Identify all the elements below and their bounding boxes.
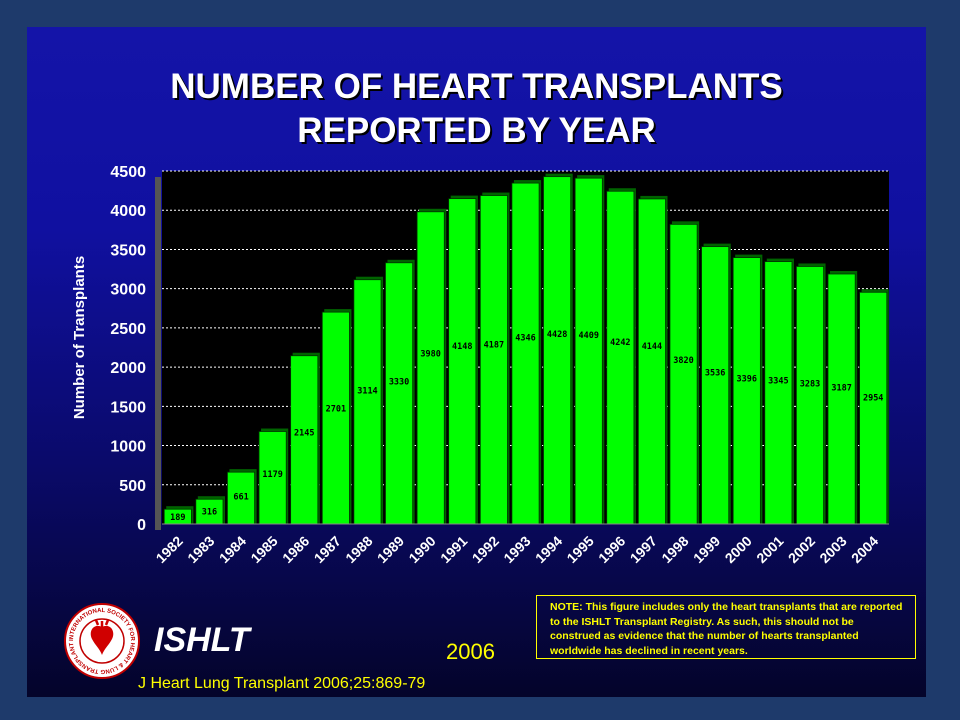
bar — [258, 431, 287, 525]
x-tick-label: 1995 — [563, 533, 596, 566]
data-label: 3396 — [737, 374, 757, 384]
y-tick-label: 3500 — [110, 242, 146, 259]
data-label: 4242 — [610, 338, 630, 348]
data-label: 4187 — [484, 340, 504, 350]
x-tick-label: 1984 — [216, 533, 249, 566]
bar — [385, 262, 414, 525]
y-tick-label: 2000 — [110, 360, 146, 377]
x-tick-label: 1996 — [595, 533, 628, 566]
data-label: 3187 — [831, 383, 851, 393]
x-tick-label: 1987 — [311, 533, 344, 566]
y-tick-label: 2500 — [110, 321, 146, 338]
bar — [448, 198, 477, 525]
x-tick-label: 2002 — [785, 533, 818, 566]
bar — [732, 257, 761, 525]
title-line-1: NUMBER OF HEART TRANSPLANTS — [170, 67, 783, 106]
data-label: 4144 — [642, 342, 662, 352]
data-label: 661 — [233, 492, 248, 502]
bar — [574, 177, 603, 525]
ishlt-brand: ISHLT — [154, 621, 250, 659]
bar — [637, 198, 666, 525]
data-label: 3820 — [673, 356, 693, 366]
data-label: 1179 — [262, 470, 282, 480]
x-tick-label: 2003 — [816, 533, 849, 566]
data-label: 4148 — [452, 342, 472, 352]
y-axis-label: Number of Transplants — [71, 256, 88, 419]
y-tick-label: 1500 — [110, 399, 146, 416]
bar — [290, 355, 319, 525]
bar — [321, 311, 350, 525]
x-tick-label: 1986 — [279, 533, 312, 566]
note-box: NOTE: This figure includes only the hear… — [536, 595, 916, 659]
title-line-2: REPORTED BY YEAR — [297, 111, 656, 150]
bar — [606, 190, 635, 525]
x-tick-label: 1997 — [627, 533, 660, 566]
x-tick-label: 2004 — [848, 533, 881, 566]
bar — [227, 471, 256, 525]
data-label: 2701 — [326, 404, 346, 414]
bar — [543, 176, 572, 525]
bar — [764, 261, 793, 525]
data-label: 3536 — [705, 368, 725, 378]
x-tick-label: 1983 — [184, 533, 217, 566]
y-tick-label: 3000 — [110, 282, 146, 299]
bar — [353, 279, 382, 525]
bar — [827, 273, 856, 525]
citation: J Heart Lung Transplant 2006;25:869-79 — [138, 675, 426, 692]
bar — [511, 182, 540, 525]
data-label: 316 — [202, 507, 217, 517]
x-tick-label: 2000 — [722, 533, 755, 566]
x-tick-label: 1985 — [247, 533, 280, 566]
bar — [669, 223, 698, 525]
bar — [195, 498, 224, 525]
report-year: 2006 — [446, 639, 495, 664]
x-tick-label: 1999 — [690, 533, 723, 566]
data-label: 3345 — [768, 377, 788, 387]
data-label: 3330 — [389, 377, 409, 387]
x-tick-label: 1988 — [342, 533, 375, 566]
x-tick-label: 1991 — [437, 533, 470, 566]
y-tick-label: 4500 — [110, 164, 146, 181]
bar — [701, 246, 730, 525]
y-tick-label: 0 — [137, 517, 146, 534]
data-label: 3114 — [357, 387, 377, 397]
plot-side-wall — [155, 177, 161, 530]
y-tick-label: 1000 — [110, 439, 146, 456]
x-tick-label: 1994 — [532, 533, 565, 566]
x-tick-label: 1998 — [658, 533, 691, 566]
slide-title: NUMBER OF HEART TRANSPLANTS REPORTED BY … — [27, 65, 926, 153]
x-tick-label: 1990 — [405, 533, 438, 566]
y-tick-label: 500 — [119, 478, 146, 495]
data-label: 3980 — [420, 349, 440, 359]
x-tick-label: 1989 — [374, 533, 407, 566]
data-label: 2145 — [294, 428, 314, 438]
ishlt-seal-icon: INTERNATIONAL SOCIETY FOR HEART & LUNG T… — [64, 603, 140, 679]
data-label: 4409 — [578, 331, 598, 341]
x-tick-label: 1993 — [500, 533, 533, 566]
bar — [416, 211, 445, 525]
data-label: 189 — [170, 513, 185, 523]
data-label: 3283 — [800, 379, 820, 389]
slide: NUMBER OF HEART TRANSPLANTS REPORTED BY … — [27, 27, 926, 697]
bar — [479, 195, 508, 525]
x-tick-label: 1992 — [469, 533, 502, 566]
data-label: 2954 — [863, 394, 883, 404]
bar-chart: 0 500 1000 1500 2000 2500 3000 3500 4000 4500 Numb… — [71, 164, 889, 566]
data-label: 4428 — [547, 330, 567, 340]
bar — [795, 266, 824, 525]
x-tick-label: 2001 — [753, 533, 786, 566]
y-tick-label: 4000 — [110, 203, 146, 220]
x-tick-label: 1982 — [153, 533, 186, 566]
data-label: 4346 — [515, 333, 535, 343]
bar — [859, 291, 888, 525]
